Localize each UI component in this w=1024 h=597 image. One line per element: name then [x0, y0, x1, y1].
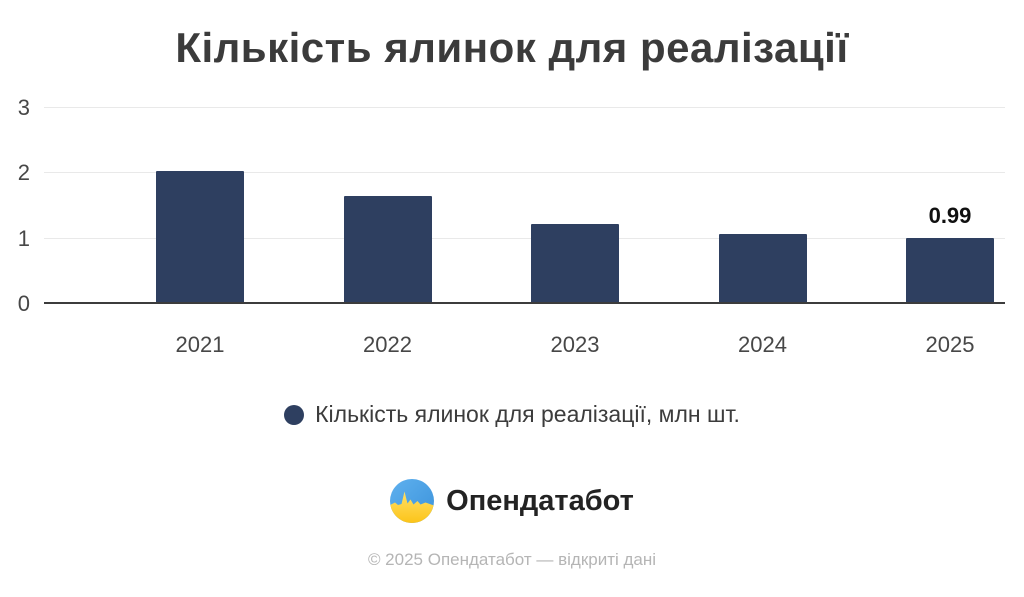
gridline	[44, 172, 1005, 174]
legend-label: Кількість ялинок для реалізації, млн шт.	[315, 401, 740, 427]
y-tick-label: 1	[17, 225, 30, 251]
footer-credit: © 2025 Опендатабот — відкриті дані	[367, 550, 657, 569]
x-axis-line	[44, 302, 1005, 304]
gridline	[44, 106, 1005, 108]
bar-2022	[343, 196, 432, 303]
x-tick-label: 2022	[363, 332, 412, 357]
bar-chart-plot-area: 2021 2022 2023 2024 2025 0.99	[44, 96, 1005, 357]
x-tick-label: 2025	[925, 332, 975, 357]
y-tick-label: 2	[17, 160, 30, 186]
bar-2021	[156, 170, 244, 303]
bar-2023	[531, 223, 619, 303]
bar-2024	[718, 234, 807, 303]
chart-title: Кількість ялинок для реалізації	[175, 24, 849, 71]
y-tick-label: 0	[17, 291, 30, 316]
brand-wordmark: Опендатабот	[446, 484, 634, 517]
x-tick-label: 2023	[550, 332, 600, 357]
opendatabot-logo-icon	[390, 479, 435, 523]
bar-2025	[906, 238, 994, 303]
chart-legend: Кількість ялинок для реалізації, млн шт.	[0, 401, 1024, 428]
legend-swatch-icon	[284, 404, 305, 425]
gridline	[44, 237, 1005, 239]
x-tick-label: 2024	[738, 332, 787, 357]
bar-value-label: 0.99	[928, 203, 972, 229]
x-tick-label: 2021	[175, 332, 225, 357]
brand-row: Опендатабот	[0, 479, 1024, 523]
y-tick-label: 3	[17, 94, 30, 120]
